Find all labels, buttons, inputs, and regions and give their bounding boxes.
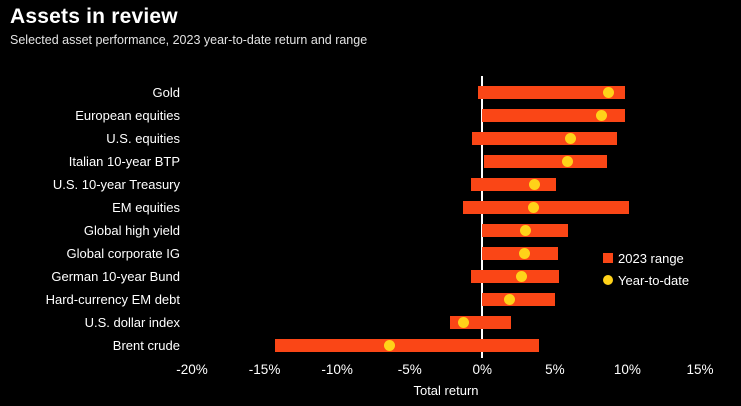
range-bar (483, 155, 608, 168)
asset-row: European equities (0, 104, 741, 127)
category-label: Gold (152, 85, 180, 100)
asset-row: U.S. dollar index (0, 311, 741, 334)
range-bar (477, 86, 625, 99)
bar-rows: Gold European equities U.S. equities Italia… (0, 81, 741, 357)
category-label: Hard-currency EM debt (45, 292, 180, 307)
ytd-dot (518, 248, 530, 259)
legend-label-range: 2023 range (618, 250, 684, 266)
category-label: U.S. 10-year Treasury (52, 177, 180, 192)
legend-item-range: 2023 range (603, 250, 689, 266)
asset-row: Global high yield (0, 219, 741, 242)
x-tick-label: 15% (686, 362, 714, 377)
asset-row: Brent crude (0, 334, 741, 357)
category-label: Global high yield (83, 223, 180, 238)
category-label: U.S. equities (106, 131, 180, 146)
x-axis-label: Total return (413, 383, 479, 398)
ytd-dot (565, 133, 577, 144)
ytd-dot (603, 87, 615, 98)
zero-axis-line (481, 76, 484, 358)
asset-row: Global corporate IG (0, 242, 741, 265)
ytd-dot (562, 156, 574, 167)
range-bar (470, 178, 557, 191)
range-bar (463, 201, 629, 214)
x-tick-label: -5% (397, 362, 422, 377)
chart-subtitle: Selected asset performance, 2023 year-to… (10, 33, 368, 47)
asset-row: Gold (0, 81, 741, 104)
legend-label-ytd: Year-to-date (618, 272, 690, 288)
asset-row: U.S. 10-year Treasury (0, 173, 741, 196)
asset-row: U.S. equities (0, 127, 741, 150)
category-label: Brent crude (112, 338, 180, 353)
range-swatch-icon (603, 253, 613, 263)
x-tick-label: 5% (545, 362, 565, 377)
asset-row: German 10-year Bund (0, 265, 741, 288)
category-label: Global corporate IG (66, 246, 180, 261)
asset-row: Hard-currency EM debt (0, 288, 741, 311)
year-to-date-swatch-icon (603, 275, 613, 285)
chart-title: Assets in review (10, 5, 178, 28)
range-bar (274, 339, 539, 352)
asset-row: Italian 10-year BTP (0, 150, 741, 173)
category-label: European equities (75, 108, 180, 123)
ytd-dot (527, 202, 539, 213)
range-bar (472, 132, 618, 145)
category-label: German 10-year Bund (51, 269, 180, 284)
legend-item-ytd: Year-to-date (603, 272, 689, 288)
category-label: U.S. dollar index (84, 315, 180, 330)
range-bar (482, 293, 555, 306)
x-tick-label: 0% (472, 362, 493, 377)
legend: 2023 range Year-to-date (603, 250, 689, 294)
x-tick-label: -10% (321, 362, 353, 377)
x-tick-label: -20% (176, 362, 208, 377)
x-axis-ticks: -20% -15% -10% -5% 0% 5% 10% 15% (0, 362, 741, 378)
ytd-dot (595, 110, 607, 121)
ytd-dot (504, 294, 516, 305)
x-tick-label: -15% (248, 362, 281, 377)
ytd-dot (520, 225, 532, 236)
category-label: EM equities (112, 200, 180, 215)
ytd-dot (529, 179, 541, 190)
category-label: Italian 10-year BTP (68, 154, 180, 169)
ytd-dot (457, 317, 469, 328)
ytd-dot (383, 340, 395, 351)
range-bar (470, 270, 560, 283)
ytd-dot (515, 271, 527, 282)
x-tick-label: 10% (613, 362, 641, 377)
asset-row: EM equities (0, 196, 741, 219)
range-bar (482, 109, 625, 122)
